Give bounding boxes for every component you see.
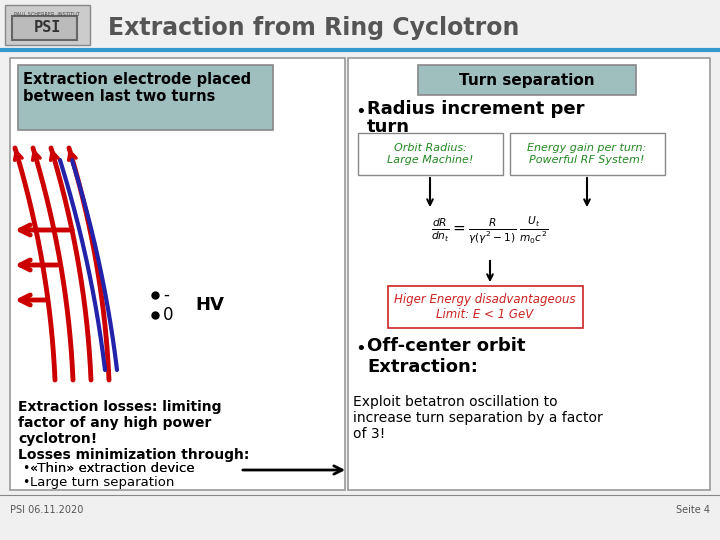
Text: Off-center orbit
Extraction:: Off-center orbit Extraction:	[367, 337, 526, 376]
Text: Higer Energy disadvantageous
Limit: E < 1 GeV: Higer Energy disadvantageous Limit: E < …	[394, 293, 576, 321]
FancyBboxPatch shape	[5, 5, 90, 45]
FancyBboxPatch shape	[18, 65, 273, 130]
Text: Large turn separation: Large turn separation	[30, 476, 174, 489]
FancyBboxPatch shape	[12, 16, 77, 40]
Text: Losses minimization through:: Losses minimization through:	[18, 448, 249, 462]
Text: «Thin» extraction device: «Thin» extraction device	[30, 462, 194, 475]
FancyBboxPatch shape	[418, 65, 636, 95]
Text: PSI 06.11.2020: PSI 06.11.2020	[10, 505, 84, 515]
Text: PAUL SCHERRER  INSTITUT: PAUL SCHERRER INSTITUT	[14, 12, 80, 17]
FancyBboxPatch shape	[348, 58, 710, 490]
Text: Extraction electrode placed
between last two turns: Extraction electrode placed between last…	[23, 72, 251, 104]
FancyBboxPatch shape	[10, 58, 345, 490]
FancyBboxPatch shape	[358, 133, 503, 175]
Text: «Thin» extraction device: «Thin» extraction device	[30, 462, 194, 475]
Text: Seite 4: Seite 4	[676, 505, 710, 515]
Text: Radius increment per: Radius increment per	[367, 100, 585, 118]
Text: Extraction losses: limiting
factor of any high power
cyclotron!: Extraction losses: limiting factor of an…	[18, 400, 222, 447]
Text: •: •	[22, 476, 30, 489]
FancyBboxPatch shape	[388, 286, 583, 328]
FancyBboxPatch shape	[510, 133, 665, 175]
Text: -: -	[163, 286, 169, 304]
Text: HV: HV	[195, 296, 224, 314]
Text: Extraction from Ring Cyclotron: Extraction from Ring Cyclotron	[108, 16, 519, 40]
Text: •: •	[22, 462, 30, 475]
Text: Exploit betatron oscillation to
increase turn separation by a factor
of 3!: Exploit betatron oscillation to increase…	[353, 395, 603, 441]
Text: Turn separation: Turn separation	[459, 72, 595, 87]
Text: Energy gain per turn:
Powerful RF System!: Energy gain per turn: Powerful RF System…	[527, 143, 647, 165]
Text: •: •	[355, 103, 366, 121]
Text: 0: 0	[163, 306, 174, 324]
Text: $\frac{dR}{dn_t} = \frac{R}{\gamma(\gamma^2-1)}\,\frac{U_t}{m_0 c^2}$: $\frac{dR}{dn_t} = \frac{R}{\gamma(\gamm…	[431, 214, 549, 246]
Text: •: •	[355, 340, 366, 358]
Text: PSI: PSI	[33, 21, 60, 36]
Text: Orbit Radius:
Large Machine!: Orbit Radius: Large Machine!	[387, 143, 473, 165]
Text: turn: turn	[367, 118, 410, 136]
